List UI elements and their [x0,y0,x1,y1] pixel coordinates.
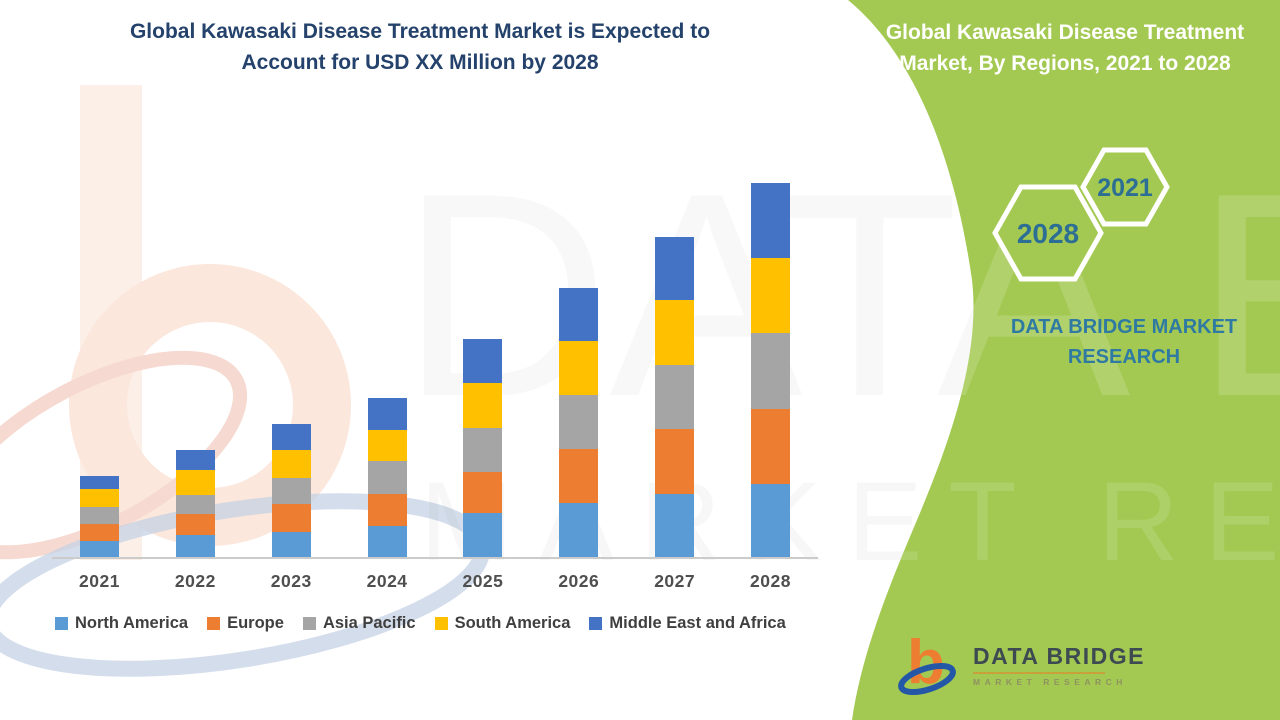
hexagon-2028-label: 2028 [1017,218,1079,249]
bar-segment-2025-north-america [463,513,503,557]
bar-segment-2022-europe [175,514,215,535]
logo-subtitle: MARKET RESEARCH [973,677,1127,687]
bar-segment-2027-north-america [655,494,695,557]
bar-segment-2024-europe [367,494,407,526]
bar-segment-2026-north-america [559,503,599,557]
legend-label: South America [454,614,571,632]
page-title-line2: Account for USD XX Million by 2028 [241,51,599,74]
chart-plot: 2021 2022 2023 2024 2025 2026 2027 2028 [52,149,818,591]
x-axis-label-2021: 2021 [79,571,120,591]
legend-swatch [589,617,603,630]
legend-item-europe: Europe [207,614,284,633]
bar-segment-2028-middle-east-and-africa [751,183,791,258]
bar-segment-2027-middle-east-and-africa [655,237,695,300]
bar-segment-2028-asia-pacific [751,333,791,409]
bar-segment-2022-north-america [175,535,215,557]
bar-2024 [367,398,407,557]
legend-swatch [207,617,221,630]
bar-2023 [271,424,311,557]
bar-segment-2027-europe [655,429,695,494]
legend-item-north-america: North America [55,614,188,633]
legend-item-middle-east-and-africa: Middle East and Africa [589,614,786,633]
bar-segment-2024-north-america [367,526,407,557]
x-axis-label-2024: 2024 [366,571,408,591]
x-axis-label-2023: 2023 [270,571,312,591]
bar-segment-2026-europe [559,449,599,503]
chart-legend: North America Europe Asia Pacific South Ame… [55,614,786,633]
legend-swatch [434,617,448,630]
legend-item-south-america: South America [434,614,571,633]
bar-segment-2027-south-america [655,300,695,365]
x-axis-label-2022: 2022 [174,571,216,591]
bar-segment-2027-asia-pacific [655,365,695,429]
bar-segment-2021-asia-pacific [80,507,119,524]
bar-segment-2022-asia-pacific [175,495,215,514]
page-title-line1: Global Kawasaki Disease Treatment Market… [129,20,711,43]
logo-title: DATA BRIDGE [973,643,1145,669]
bar-2025 [463,339,503,557]
bar-segment-2023-europe [271,504,311,532]
bar-segment-2021-north-america [80,541,119,557]
legend-item-asia-pacific: Asia Pacific [302,614,416,633]
page-title: Global Kawasaki Disease Treatment Market… [15,16,825,78]
bar-segment-2028-south-america [751,258,791,333]
legend-swatch [302,617,316,630]
legend-swatch [55,617,68,630]
bar-segment-2023-asia-pacific [271,478,311,504]
data-bridge-logo: b DATA BRIDGE MARKET RESEARCH [891,629,1145,701]
banner-brand-text: DATA BRIDGE MARKET RESEARCH [1010,316,1238,368]
bar-segment-2023-south-america [271,450,311,478]
x-axis-label-2028: 2028 [750,571,791,591]
bar-segment-2026-south-america [559,341,599,395]
bar-2022 [175,450,215,557]
bar-segment-2022-south-america [175,470,215,495]
legend-label: North America [75,614,189,632]
legend-label: Europe [227,614,284,632]
bar-segment-2023-north-america [271,532,311,557]
bar-segment-2025-middle-east-and-africa [463,339,503,383]
hexagon-2021-label: 2021 [1097,174,1153,202]
banner-title: Global Kawasaki Disease Treatment Market… [855,17,1275,79]
bar-segment-2021-europe [80,524,119,541]
bar-segment-2023-middle-east-and-africa [271,424,311,450]
bar-2028 [751,183,791,557]
bar-2027 [655,237,695,557]
bar-segment-2026-asia-pacific [559,395,599,449]
bar-segment-2021-middle-east-and-africa [80,476,119,489]
bar-segment-2026-middle-east-and-africa [559,288,599,341]
bar-segment-2028-north-america [751,484,791,557]
bar-segment-2025-asia-pacific [463,428,503,472]
banner-title-line2: Market, By Regions, 2021 to 2028 [899,52,1231,75]
x-axis-label-2027: 2027 [654,571,696,591]
hexagon-2021: 2021 [1080,147,1170,227]
bar-segment-2022-middle-east-and-africa [175,450,215,470]
bar-segment-2025-south-america [463,383,503,428]
x-axis-label-2025: 2025 [462,571,504,591]
x-axis-label-2026: 2026 [558,571,600,591]
bar-segment-2028-europe [751,409,791,484]
bar-2026 [559,288,599,557]
legend-label: Asia Pacific [322,614,416,632]
bar-segment-2025-europe [463,472,503,513]
x-axis-line [52,557,818,559]
side-banner-shape [848,0,1280,720]
bar-segment-2021-south-america [80,489,119,507]
bar-segment-2024-asia-pacific [367,461,407,494]
logo-underline [973,672,1105,674]
data-bridge-logo-icon: b [898,629,956,697]
bar-2021 [80,476,119,557]
hexagon-2028: 2028 [992,184,1104,282]
bar-segment-2024-middle-east-and-africa [367,398,407,430]
legend-label: Middle East and Africa [609,614,786,632]
bar-segment-2024-south-america [367,430,407,461]
banner-title-line1: Global Kawasaki Disease Treatment [885,21,1245,44]
